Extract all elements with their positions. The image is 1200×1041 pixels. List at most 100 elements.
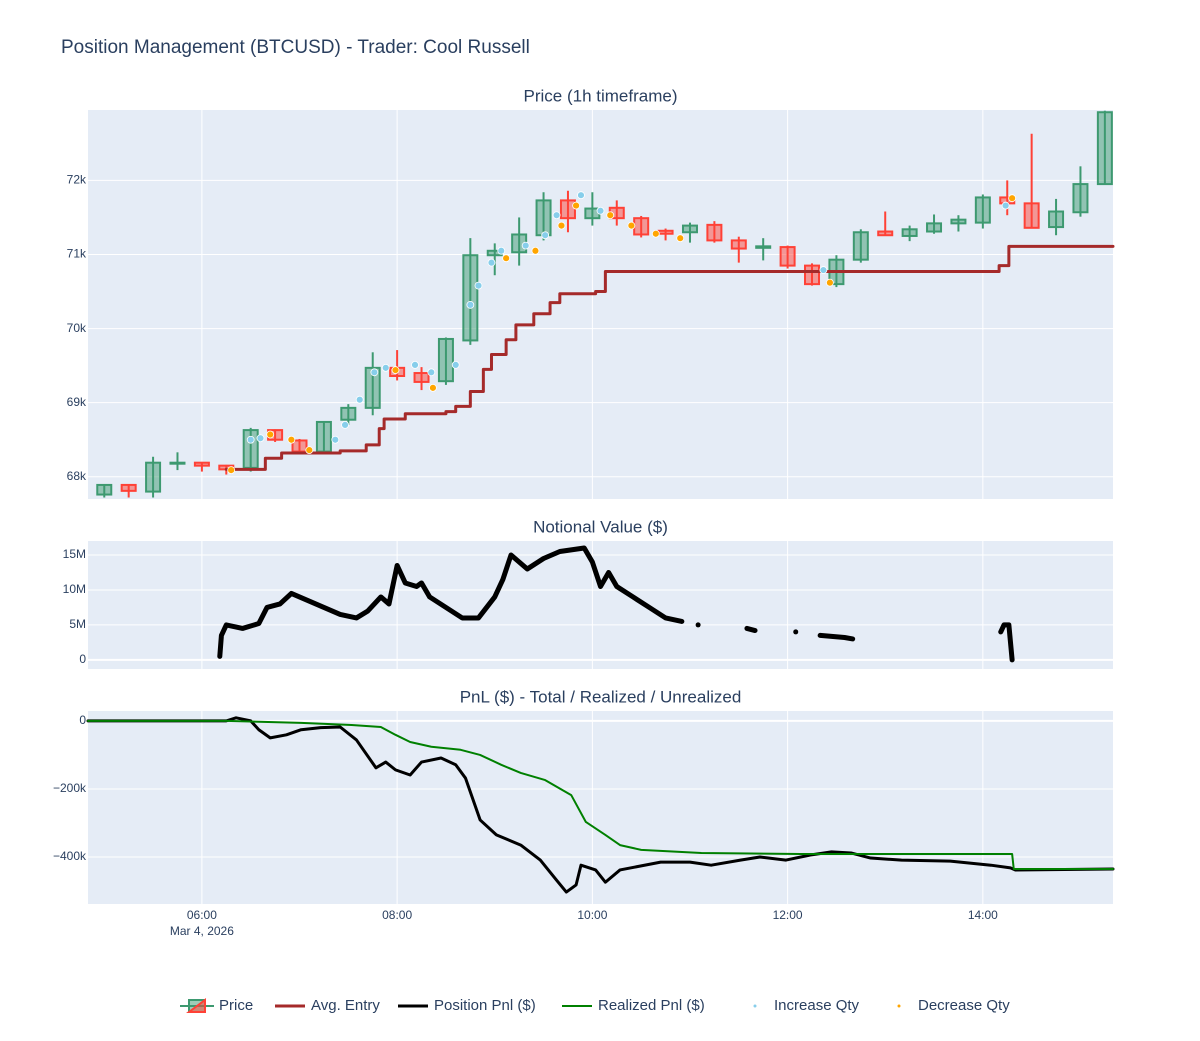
y-tick-label: 68k [67, 469, 87, 483]
x-tick-label: 14:00 [968, 908, 998, 922]
marker [429, 383, 437, 392]
marker [266, 430, 275, 439]
marker [451, 360, 460, 369]
marker [521, 241, 530, 250]
candle-body [315, 420, 332, 453]
marker [331, 435, 340, 444]
candle-body [657, 229, 674, 235]
series-line [224, 244, 1115, 471]
legend-symbol [186, 998, 206, 1013]
subplot-title: PnL ($) - Total / Realized / Unrealized [460, 687, 742, 706]
marker [819, 266, 828, 274]
marker [466, 300, 475, 309]
candle-body [755, 245, 772, 249]
marker [381, 363, 390, 372]
candle-body [877, 230, 894, 237]
legend-label: Increase Qty [774, 997, 860, 1014]
marker [287, 435, 296, 444]
plot-background [88, 711, 1113, 904]
candle-body [730, 239, 747, 250]
series-line [86, 716, 1115, 894]
candle-body [950, 218, 967, 225]
subplot-title: Price (1h timeframe) [524, 86, 678, 105]
x-date-label: Mar 4, 2026 [170, 924, 234, 938]
candle-body [291, 439, 308, 453]
plot-background [88, 541, 1113, 669]
y-tick-label: 70k [67, 321, 87, 335]
y-tick-label: 0 [79, 652, 86, 666]
legend-label: Price [219, 997, 253, 1014]
marker [557, 221, 566, 230]
series-line [817, 632, 856, 642]
marker [227, 466, 236, 475]
candle-body [1096, 111, 1113, 186]
marker [256, 434, 265, 443]
candle-body [706, 223, 723, 242]
marker [391, 366, 400, 374]
candle-body [535, 199, 552, 237]
candle-body [437, 337, 454, 383]
candle-body [96, 483, 113, 496]
x-tick-label: 06:00 [187, 908, 217, 922]
candle-body [462, 254, 479, 342]
y-tick-label: 10M [63, 582, 86, 596]
x-tick-label: 12:00 [773, 908, 803, 922]
marker [531, 246, 540, 255]
marker [497, 246, 506, 255]
marker [627, 221, 636, 230]
candle-body [242, 429, 259, 469]
candle-body [145, 461, 162, 493]
candle-body [1072, 183, 1089, 214]
marker [572, 201, 580, 210]
candle-body [364, 366, 381, 409]
marker [502, 254, 511, 263]
candle-body [120, 483, 137, 492]
legend-label: Position Pnl ($) [434, 997, 536, 1014]
legend-label: Realized Pnl ($) [598, 997, 705, 1014]
y-tick-label: 15M [63, 547, 86, 561]
y-tick-label: 0 [79, 713, 86, 727]
candle-body [340, 406, 357, 421]
x-tick-label: 08:00 [382, 908, 412, 922]
series-line [998, 622, 1015, 663]
subplot-title: Notional Value ($) [533, 517, 668, 536]
marker [305, 446, 314, 454]
candle-body [1048, 210, 1065, 229]
marker [552, 211, 561, 220]
candle-body [1023, 202, 1040, 229]
marker [246, 435, 255, 444]
candle-body [901, 228, 918, 237]
marker [1008, 194, 1017, 203]
y-tick-label: −400k [53, 849, 87, 863]
marker [676, 234, 685, 243]
candle-body [804, 264, 821, 286]
marker [596, 206, 605, 215]
marker [541, 231, 550, 240]
series-line [744, 625, 758, 634]
candle-body [193, 461, 210, 467]
legend-symbol [753, 1004, 757, 1008]
marker [1001, 201, 1010, 210]
plot-background [88, 110, 1113, 499]
marker [487, 258, 496, 267]
legend-symbol [897, 1004, 901, 1008]
candle-body [779, 246, 796, 267]
marker [474, 281, 483, 290]
marker [341, 421, 349, 429]
candle-body [559, 199, 576, 220]
marker [606, 211, 615, 220]
marker [577, 191, 585, 200]
marker [411, 360, 419, 369]
legend-label: Avg. Entry [311, 997, 380, 1014]
candle-body [633, 217, 650, 236]
x-tick-label: 10:00 [577, 908, 607, 922]
y-tick-label: 72k [67, 173, 87, 187]
candle-body [852, 231, 869, 261]
candle-body [413, 372, 430, 383]
figure-title: Position Management (BTCUSD) - Trader: C… [61, 37, 530, 58]
marker [427, 368, 436, 377]
candle-body [926, 222, 943, 233]
marker [355, 395, 364, 404]
candle-body [681, 224, 698, 234]
